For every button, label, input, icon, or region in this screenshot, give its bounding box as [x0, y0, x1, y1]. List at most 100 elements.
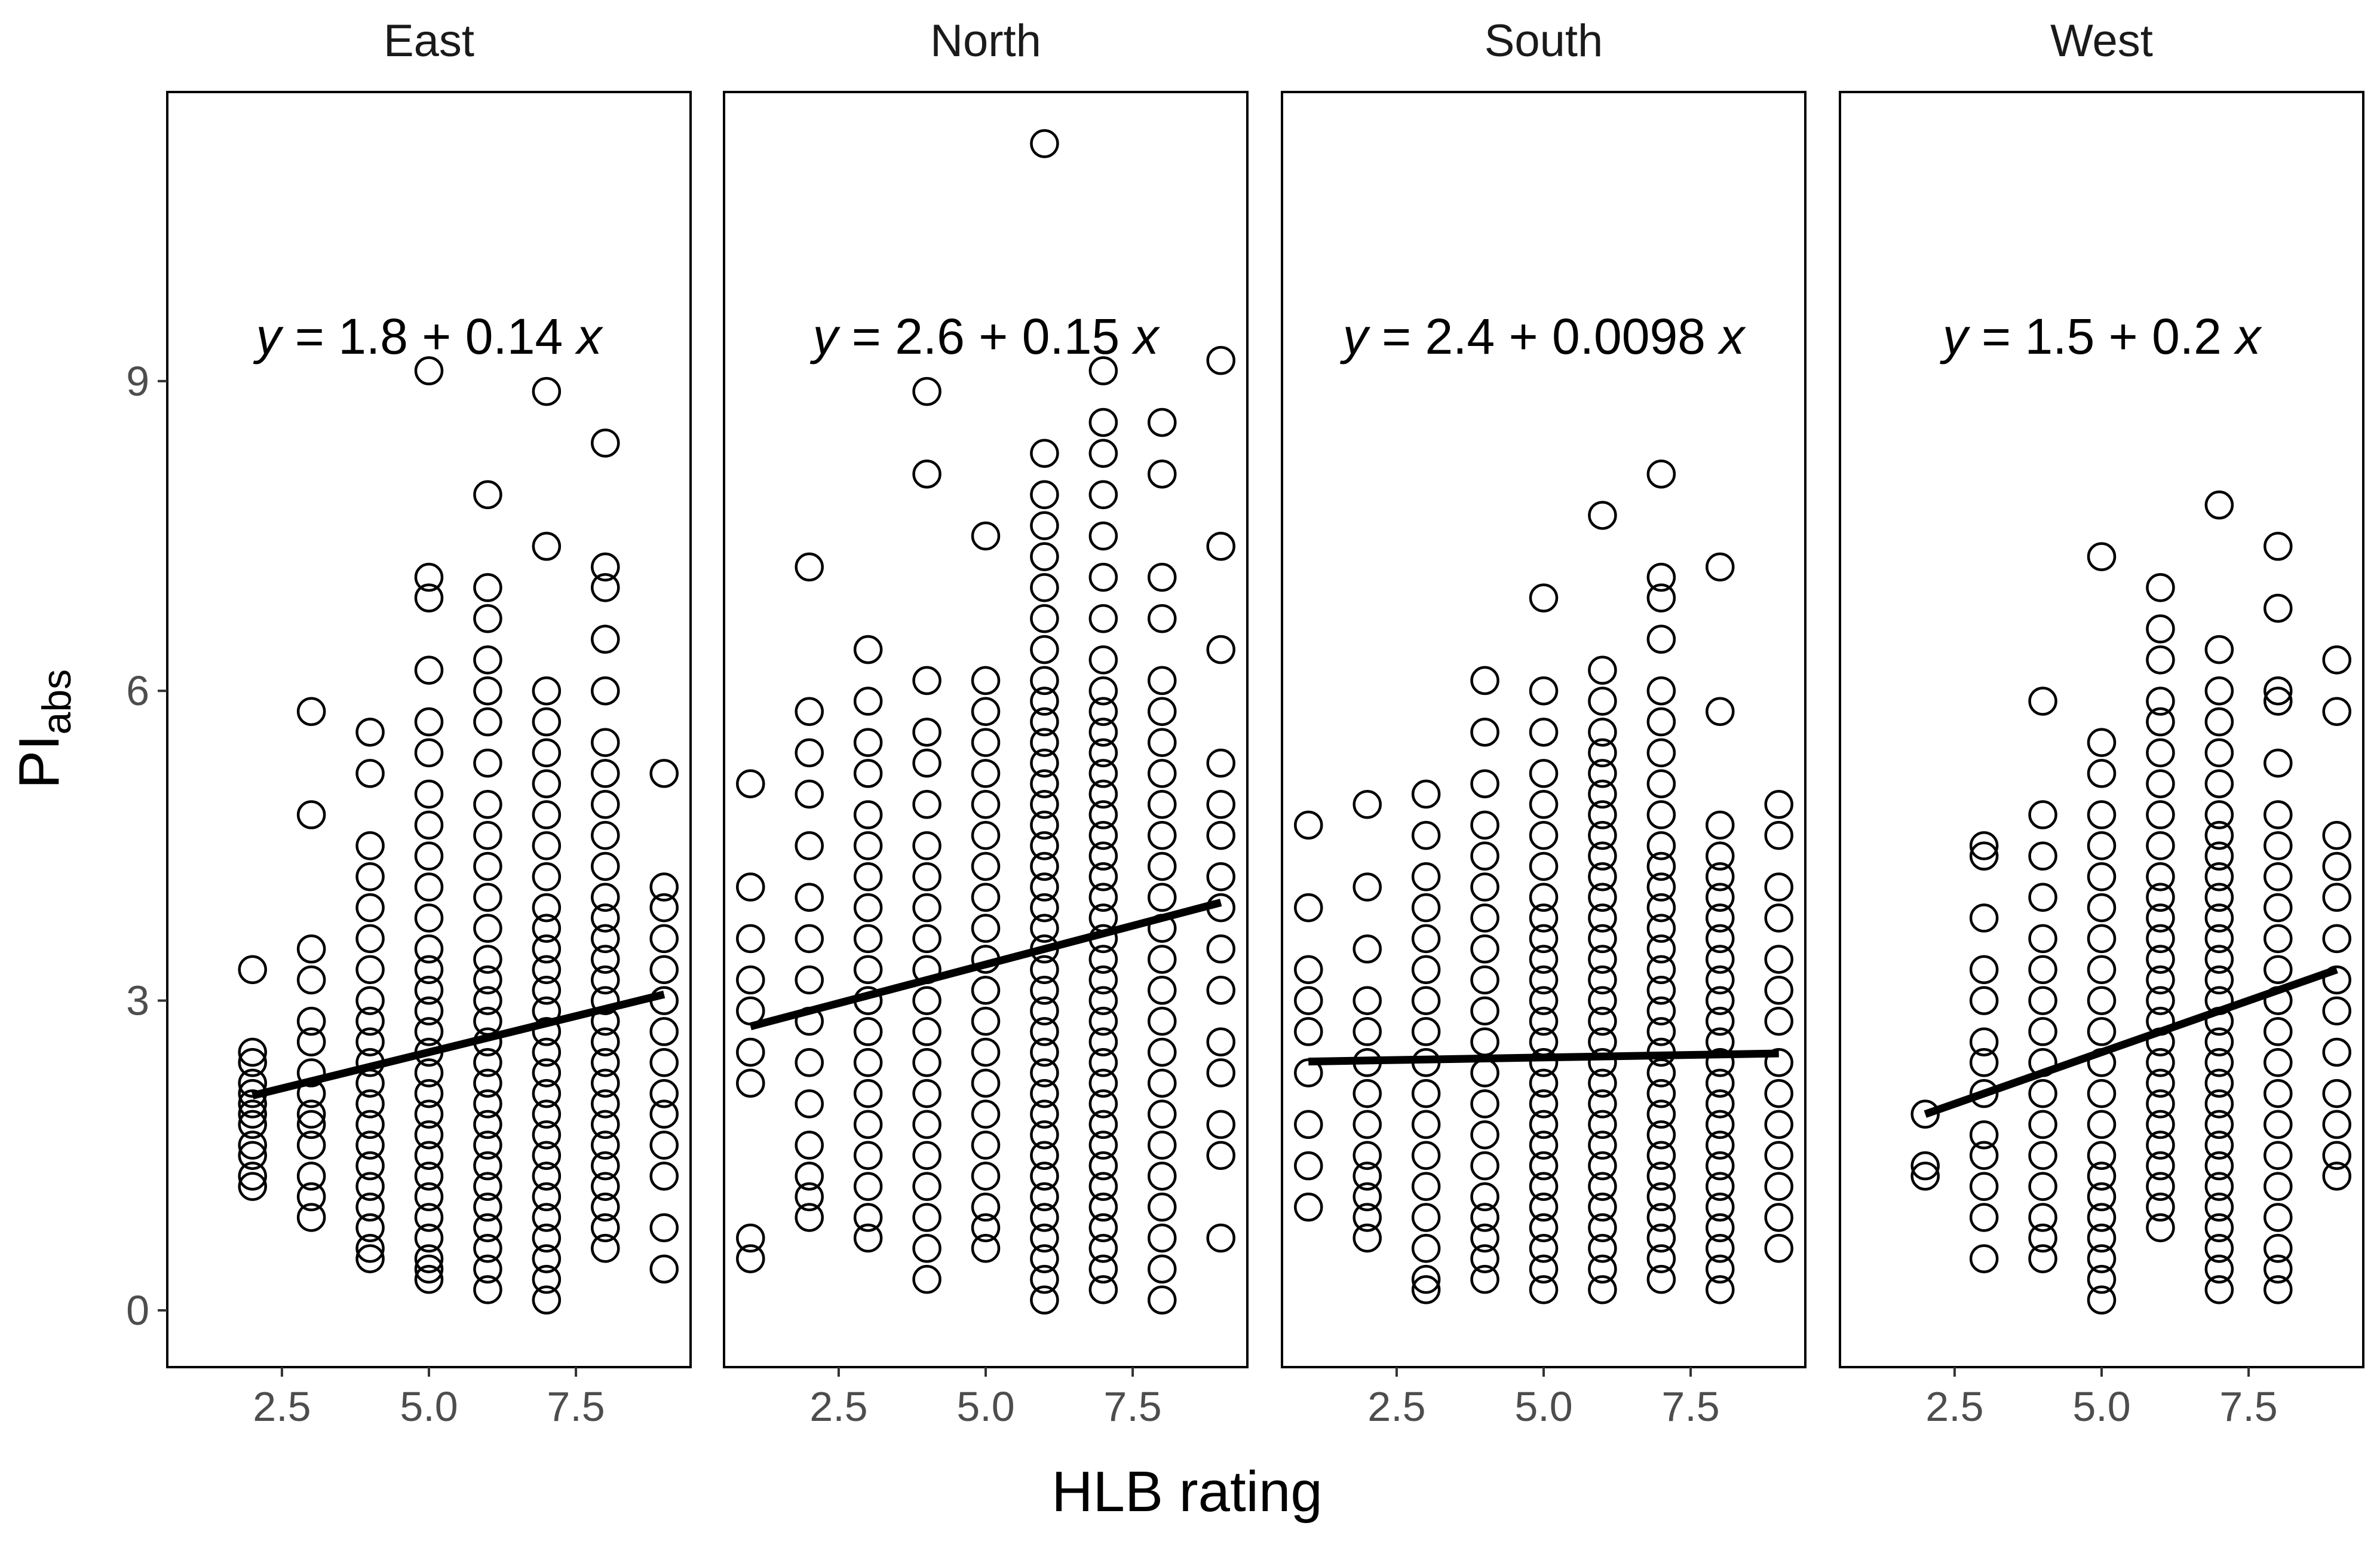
data-point — [355, 831, 385, 860]
data-point — [414, 1099, 444, 1129]
x-tick-label: 2.5 — [1925, 1383, 1983, 1430]
data-point — [1764, 820, 1793, 850]
data-point — [473, 820, 502, 850]
data-point — [1294, 810, 1323, 840]
data-point — [795, 697, 824, 727]
data-point — [1764, 945, 1793, 974]
x-tick-label: 5.0 — [1514, 1383, 1572, 1430]
data-point — [1411, 1234, 1441, 1263]
data-point — [532, 1037, 562, 1067]
data-point — [473, 573, 502, 602]
data-point — [1470, 666, 1499, 696]
y-tick-label: 0 — [126, 1287, 149, 1334]
data-point — [1646, 1058, 1676, 1087]
data-point — [1148, 408, 1177, 437]
data-point — [532, 707, 562, 737]
panel-north: North y = 2.6 + 0.15 x 2.5 5.0 7.5 — [723, 16, 1249, 1430]
data-point — [795, 1162, 824, 1191]
data-point — [736, 872, 765, 902]
data-point — [1706, 697, 1735, 727]
data-point — [1206, 790, 1235, 819]
data-point — [532, 1264, 562, 1294]
data-point — [2087, 759, 2117, 788]
data-point — [971, 1234, 1001, 1263]
data-point — [1764, 1203, 1793, 1232]
data-point — [1646, 1182, 1676, 1212]
data-point — [853, 831, 883, 860]
data-point — [853, 955, 883, 984]
data-point — [1206, 862, 1235, 891]
data-points — [736, 129, 1235, 1315]
data-point — [795, 1203, 824, 1232]
data-point — [2264, 1275, 2293, 1304]
data-point — [1411, 955, 1441, 984]
data-point — [1088, 1151, 1118, 1181]
data-point — [2264, 1203, 2293, 1232]
data-point — [532, 862, 562, 891]
data-point — [1148, 1006, 1177, 1036]
data-point — [1470, 1151, 1499, 1181]
data-point — [1588, 1068, 1617, 1098]
data-point — [1646, 914, 1676, 943]
data-point — [2264, 1172, 2293, 1201]
data-point — [1352, 1182, 1382, 1212]
data-point — [2264, 1141, 2293, 1171]
data-point — [1088, 1006, 1118, 1036]
data-point — [473, 1068, 502, 1098]
data-point — [1206, 976, 1235, 1005]
data-point — [532, 1244, 562, 1273]
data-point — [2146, 1110, 2175, 1139]
eq-intercept: 1.8 — [338, 308, 408, 364]
data-point — [971, 1006, 1001, 1036]
data-point — [591, 1089, 620, 1119]
data-point — [1588, 862, 1617, 891]
data-point — [2087, 1110, 2117, 1139]
data-point — [2264, 893, 2293, 923]
data-point — [1706, 552, 1735, 582]
eq-slope: 0.14 — [465, 308, 563, 364]
data-point — [591, 676, 620, 706]
data-point — [795, 924, 824, 954]
data-point — [1030, 1285, 1059, 1315]
data-point — [414, 356, 444, 385]
data-point — [795, 1182, 824, 1212]
data-point — [473, 914, 502, 943]
data-point — [2264, 1017, 2293, 1046]
data-point — [971, 790, 1001, 819]
strip-label: North — [930, 16, 1041, 66]
data-point — [1411, 1203, 1441, 1232]
data-point — [2322, 924, 2351, 954]
data-point — [1646, 831, 1676, 860]
data-point — [1470, 872, 1499, 902]
data-point — [2146, 903, 2175, 933]
data-point — [591, 1234, 620, 1263]
data-point — [1529, 1048, 1559, 1077]
data-point — [853, 1141, 883, 1171]
data-point — [1529, 1089, 1559, 1119]
data-point — [853, 1110, 883, 1139]
data-point — [1148, 1068, 1177, 1098]
data-point — [1764, 1048, 1793, 1077]
data-point — [649, 893, 679, 923]
data-point — [1764, 872, 1793, 902]
data-point — [473, 1131, 502, 1160]
data-point — [2322, 1141, 2351, 1171]
data-point — [591, 820, 620, 850]
data-point — [912, 790, 941, 819]
data-point — [1646, 1203, 1676, 1232]
data-point — [1030, 573, 1059, 602]
data-point — [1030, 1120, 1059, 1150]
data-point — [1088, 645, 1118, 675]
data-point — [1411, 1264, 1441, 1294]
data-point — [1411, 1275, 1441, 1304]
data-point — [971, 914, 1001, 943]
data-point — [1294, 955, 1323, 984]
panel-west: West y = 1.5 + 0.2 x 2.5 5.0 7.5 — [1839, 16, 2364, 1430]
data-point — [1764, 976, 1793, 1005]
data-point — [1088, 521, 1118, 551]
panel-south: South y = 2.4 + 0.0098 x 2.5 5.0 7.5 — [1281, 16, 1807, 1430]
data-point — [1088, 986, 1118, 1015]
data-point — [473, 1151, 502, 1181]
data-point — [1706, 924, 1735, 954]
data-point — [1088, 862, 1118, 891]
